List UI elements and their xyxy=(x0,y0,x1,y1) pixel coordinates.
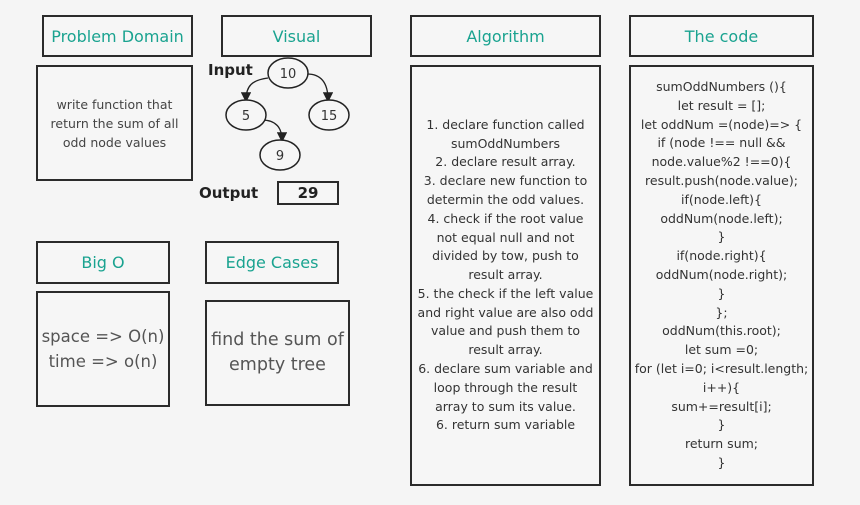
code-lines: sumOddNumbers (){ let result = []; let odd… xyxy=(631,78,812,473)
edge-case-line: find the sum of xyxy=(211,330,344,350)
code-line: return sum; xyxy=(684,436,759,452)
algorithm-line: array to sum its value. xyxy=(435,398,576,414)
problem-domain-header: Problem Domain xyxy=(42,15,193,57)
edge-cases-header: Edge Cases xyxy=(205,241,339,284)
code-line: if(node.left){ xyxy=(681,191,762,207)
algorithm-line: determin the odd values. xyxy=(426,191,585,207)
algorithm-line: not equal null and not xyxy=(436,229,575,245)
algorithm-line: result array. xyxy=(468,342,543,358)
code-line: } xyxy=(717,454,726,470)
output-value-box: 29 xyxy=(277,181,339,205)
tree-node-right-label: 15 xyxy=(321,109,338,124)
algorithm-line: and right value are also odd xyxy=(417,304,594,320)
big-o-text: space => O(n) time => o(n) xyxy=(42,324,165,374)
code-line: i++){ xyxy=(702,379,741,395)
code-line: let sum =0; xyxy=(684,342,759,358)
edge-root-left xyxy=(240,77,269,103)
algorithm-line: 4. check if the root value xyxy=(427,210,584,226)
problem-domain-line: odd node values xyxy=(62,134,167,150)
algorithm-line: divided by tow, push to xyxy=(432,248,579,264)
tree-node-root xyxy=(267,57,309,89)
tree-node-root-label: 10 xyxy=(280,67,297,82)
problem-domain-line: return the sum of all xyxy=(50,115,179,131)
code-header: The code xyxy=(629,15,814,57)
algorithm-box: 1. declare function called sumOddNumbers 2… xyxy=(410,65,601,486)
code-line: } xyxy=(717,229,726,245)
space-complexity: space => O(n) xyxy=(41,327,165,346)
code-line: }; xyxy=(715,304,728,320)
code-line: sum+=result[i]; xyxy=(671,398,772,414)
tree-node-right xyxy=(308,99,350,131)
edge-left-child xyxy=(261,119,288,143)
algorithm-line: 5. the check if the left value xyxy=(417,285,594,301)
output-label: Output xyxy=(199,184,259,202)
tree-node-left-right-label: 9 xyxy=(276,149,284,164)
code-line: let oddNum =(node)=> { xyxy=(640,116,803,132)
code-line: if (node !== null && xyxy=(657,135,786,151)
tree-node-left xyxy=(225,99,267,131)
edge-cases-box: find the sum of empty tree xyxy=(205,300,350,406)
code-line: } xyxy=(717,417,726,433)
big-o-box: space => O(n) time => o(n) xyxy=(36,291,170,407)
code-line: let result = []; xyxy=(677,97,766,113)
code-box: sumOddNumbers (){ let result = []; let odd… xyxy=(629,65,814,486)
code-line: oddNum(node.left); xyxy=(660,210,783,226)
algorithm-line: loop through the result xyxy=(433,379,578,395)
code-line: node.value%2 !==0){ xyxy=(651,154,792,170)
code-line: sumOddNumbers (){ xyxy=(656,79,787,94)
time-complexity: time => o(n) xyxy=(48,352,158,371)
code-line: } xyxy=(717,285,726,301)
edge-root-right xyxy=(306,73,334,103)
big-o-header: Big O xyxy=(36,241,170,284)
problem-domain-line: write function that xyxy=(56,96,173,112)
algorithm-line: 6. declare sum variable and xyxy=(418,361,593,377)
tree-node-left-right xyxy=(259,139,301,171)
algorithm-line: sumOddNumbers xyxy=(450,135,561,151)
code-line: for (let i=0; i<result.length; xyxy=(634,360,809,376)
code-line: oddNum(this.root); xyxy=(662,323,781,339)
edge-cases-text: find the sum of empty tree xyxy=(211,328,344,378)
code-line: if(node.right){ xyxy=(676,248,767,264)
algorithm-line: 1. declare function called xyxy=(426,116,585,132)
algorithm-line: 6. return sum variable xyxy=(435,417,576,433)
algorithm-header: Algorithm xyxy=(410,15,601,57)
problem-domain-text: write function that return the sum of al… xyxy=(51,95,179,152)
algorithm-line: 3. declare new function to xyxy=(423,173,588,189)
algorithm-line: result array. xyxy=(468,267,543,283)
tree-node-left-label: 5 xyxy=(242,109,250,124)
algorithm-line: 2. declare result array. xyxy=(435,154,576,170)
input-label: Input xyxy=(208,61,253,79)
algorithm-steps: 1. declare function called sumOddNumbers 2… xyxy=(418,116,594,436)
visual-header: Visual xyxy=(221,15,372,57)
code-line: result.push(node.value); xyxy=(645,172,798,188)
code-line: oddNum(node.right); xyxy=(655,266,788,282)
problem-domain-box: write function that return the sum of al… xyxy=(36,65,193,181)
edge-case-line: empty tree xyxy=(229,355,326,375)
algorithm-line: value and push them to xyxy=(430,323,581,339)
